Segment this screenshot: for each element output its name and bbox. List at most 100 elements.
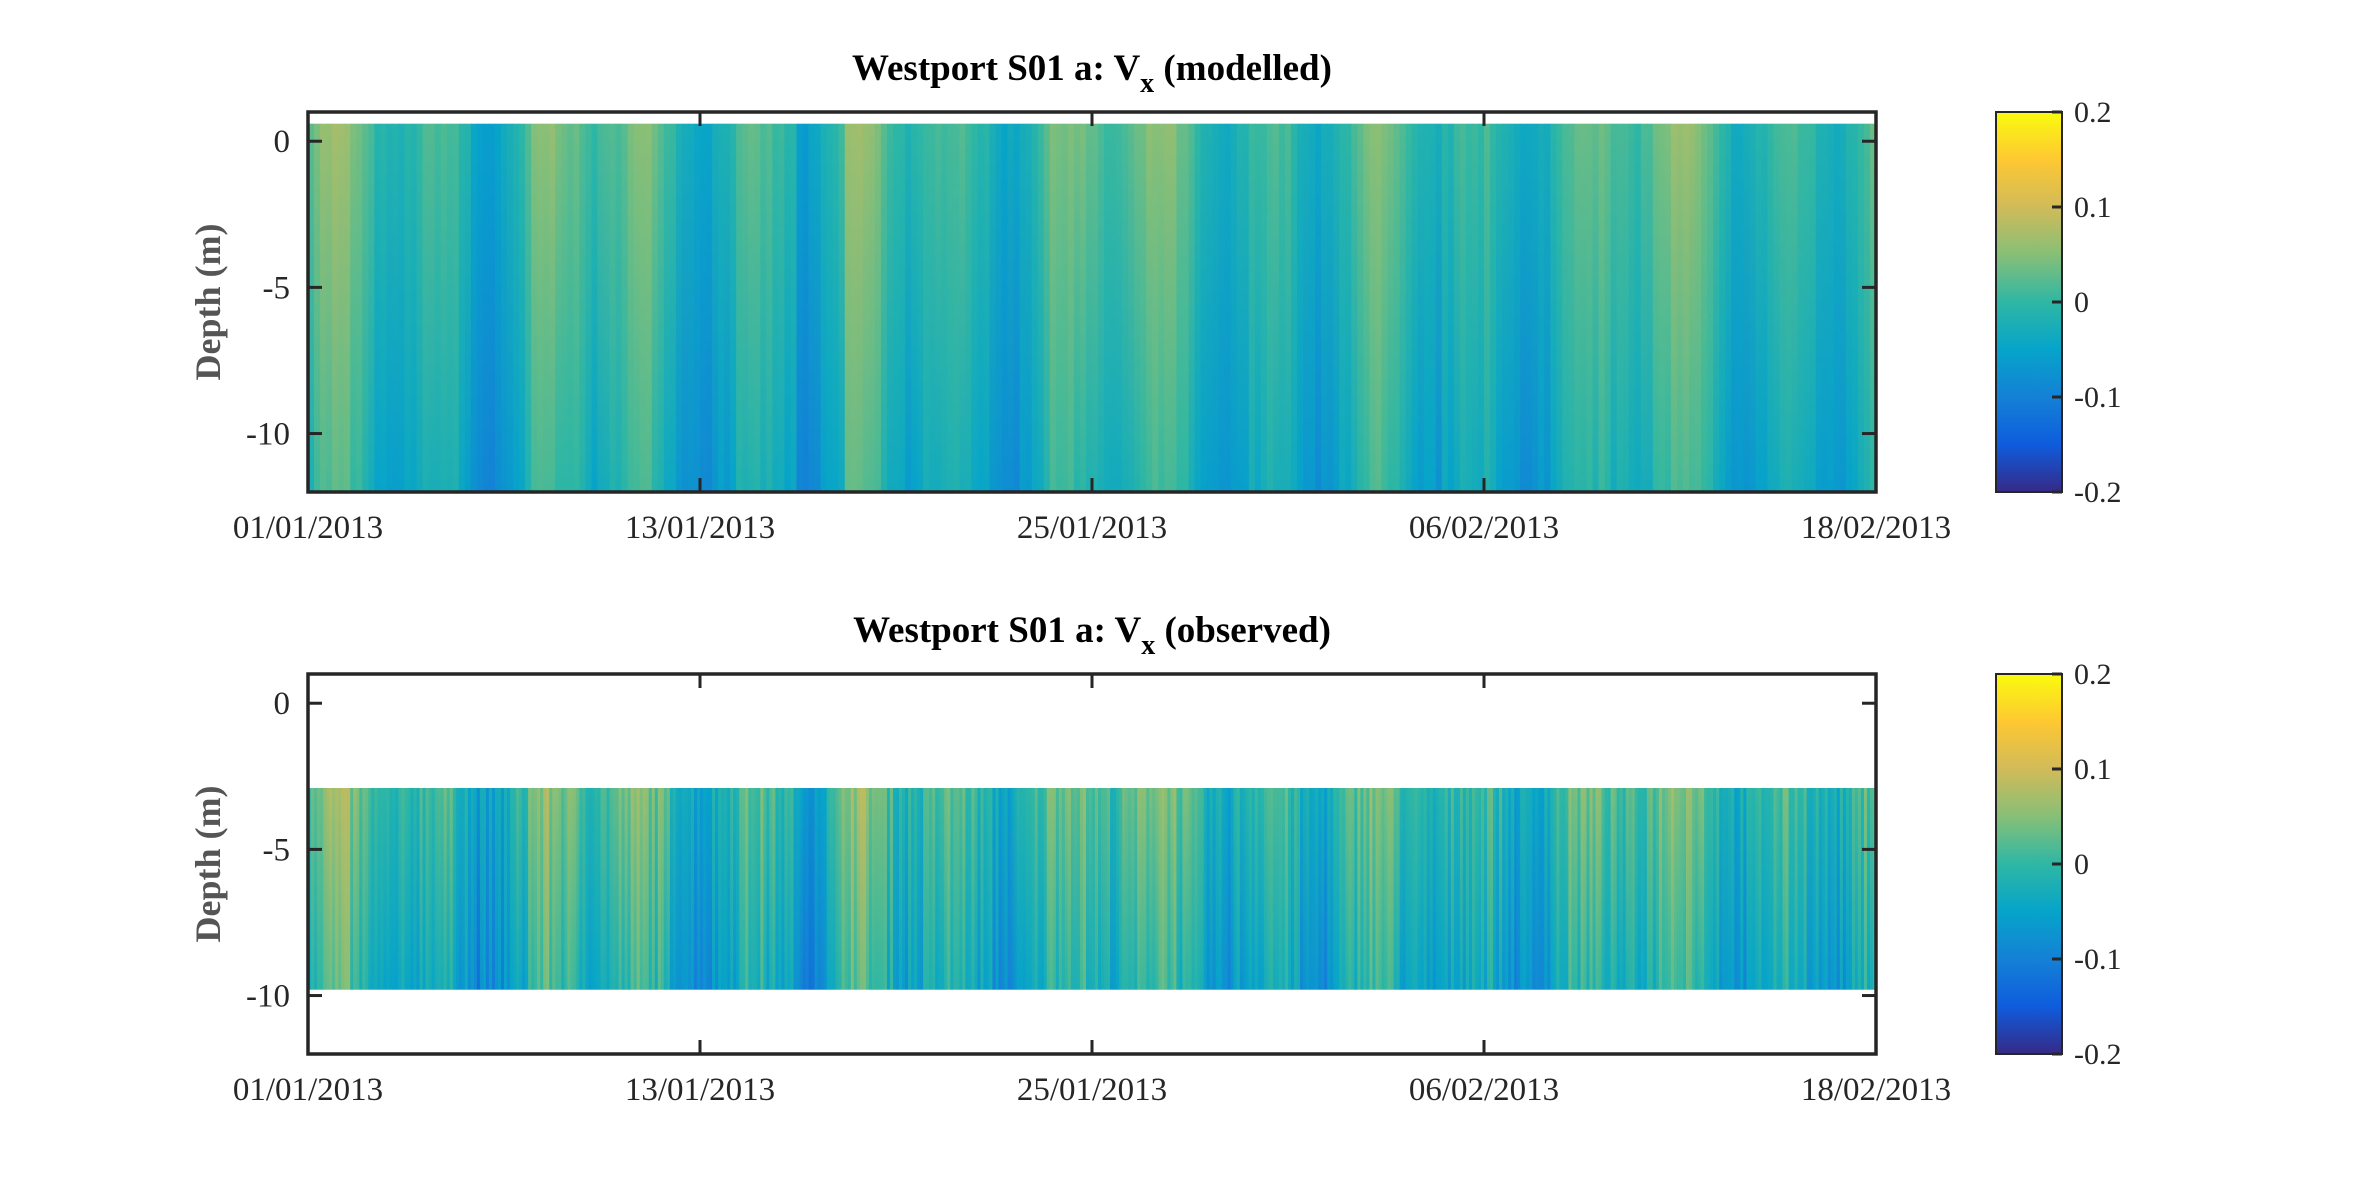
heatmap-column [820, 123, 828, 492]
heatmap-column [1658, 788, 1663, 990]
heatmap-column [476, 123, 484, 492]
heatmap-column [1360, 788, 1364, 990]
heatmap-column [1176, 788, 1181, 990]
heatmap-column [1025, 123, 1033, 492]
heatmap-column [1477, 123, 1485, 492]
heatmap-column [404, 123, 412, 492]
heatmap-column [1182, 123, 1190, 492]
heatmap-column [766, 788, 770, 990]
heatmap-column [320, 788, 324, 990]
heatmap-column [1206, 123, 1214, 492]
heatmap-column [1767, 123, 1775, 492]
heatmap-column [1833, 123, 1841, 492]
heatmap-column [1550, 788, 1554, 990]
heatmap-column [1710, 788, 1714, 990]
heatmap-column [332, 123, 339, 492]
heatmap-column [380, 123, 387, 492]
heatmap-column [1851, 788, 1856, 990]
heatmap-column [1456, 788, 1461, 990]
heatmap-column [1266, 123, 1274, 492]
colorbar-tick-label: -0.1 [2074, 381, 2122, 414]
heatmap-column [1526, 123, 1533, 492]
heatmap-column [953, 123, 960, 492]
heatmap-column [760, 123, 767, 492]
y-tick-label: 0 [274, 686, 291, 722]
heatmap-column [1435, 788, 1440, 990]
heatmap-column [938, 788, 942, 990]
heatmap-column [549, 788, 553, 990]
heatmap-column [1640, 123, 1648, 492]
heatmap-column [865, 788, 870, 990]
heatmap-column [1001, 788, 1006, 990]
heatmap-column [1405, 123, 1413, 492]
heatmap-column [905, 788, 909, 990]
heatmap-column [443, 788, 448, 990]
heatmap-column [353, 788, 357, 990]
heatmap-column [802, 788, 807, 990]
panel-title: Westport S01 a: Vx (observed) [853, 610, 1331, 661]
heatmap-column [1140, 788, 1144, 990]
heatmap-column [820, 788, 825, 990]
heatmap-column [1203, 788, 1208, 990]
heatmap-column [883, 788, 888, 990]
heatmap-column [573, 123, 580, 492]
heatmap-column [1438, 788, 1443, 990]
heatmap-column [311, 788, 315, 990]
heatmap-column [320, 123, 327, 492]
heatmap-column [1598, 788, 1603, 990]
heatmap-column [1236, 788, 1241, 990]
heatmap-column [1161, 788, 1165, 990]
heatmap-column [1574, 123, 1582, 492]
heatmap-column [1134, 788, 1138, 990]
heatmap-column [1417, 123, 1425, 492]
heatmap-column [1188, 123, 1196, 492]
heatmap-column [350, 123, 357, 492]
heatmap-column [1224, 788, 1229, 990]
heatmap-column [1345, 788, 1349, 990]
heatmap-column [889, 788, 894, 990]
heatmap-column [1866, 788, 1871, 990]
heatmap-column [1854, 788, 1859, 990]
heatmap-column [1152, 123, 1159, 492]
heatmap-column [314, 788, 318, 990]
heatmap-column [618, 788, 623, 990]
heatmap-column [1098, 123, 1105, 492]
heatmap-column [1514, 123, 1521, 492]
heatmap-column [1471, 788, 1476, 990]
heatmap-column [1869, 123, 1877, 492]
heatmap-column [1345, 123, 1352, 492]
heatmap [308, 123, 1877, 492]
heatmap-column [1670, 788, 1675, 990]
heatmap-column [1101, 788, 1105, 990]
heatmap-column [1773, 123, 1781, 492]
heatmap-column [1562, 788, 1567, 990]
heatmap-column [1191, 788, 1196, 990]
heatmap-column [1616, 788, 1621, 990]
heatmap-column [1493, 788, 1497, 990]
heatmap-column [1664, 788, 1669, 990]
heatmap-column [491, 788, 496, 990]
heatmap-column [585, 123, 593, 492]
heatmap-column [793, 788, 798, 990]
heatmap-column [733, 788, 737, 990]
heatmap-column [1230, 788, 1235, 990]
heatmap-column [989, 123, 997, 492]
heatmap-column [995, 123, 1003, 492]
heatmap-column [1263, 788, 1268, 990]
heatmap-column [1248, 788, 1253, 990]
heatmap-column [1453, 788, 1458, 990]
heatmap-column [416, 123, 424, 492]
heatmap-column [681, 123, 689, 492]
x-tick-label: 13/01/2013 [625, 510, 775, 546]
heatmap-column [510, 788, 514, 990]
heatmap-column [452, 788, 457, 990]
heatmap-column [1462, 788, 1467, 990]
heatmap-column [1863, 123, 1871, 492]
heatmap-column [941, 788, 945, 990]
heatmap-column [1610, 788, 1615, 990]
heatmap-column [323, 788, 327, 990]
heatmap-column [317, 788, 321, 990]
heatmap-column [944, 788, 948, 990]
heatmap-column [826, 123, 834, 492]
heatmap-column [410, 123, 418, 492]
